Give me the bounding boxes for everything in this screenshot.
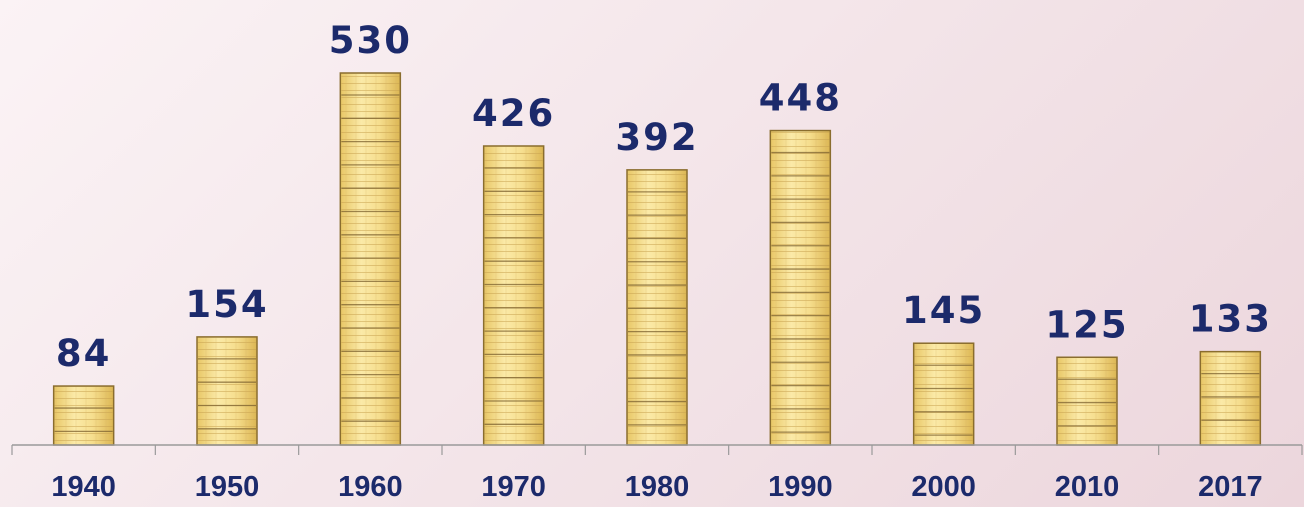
value-label-1990: 448 bbox=[759, 77, 842, 120]
x-tick-label-1990: 1990 bbox=[768, 471, 833, 503]
bar-1970 bbox=[482, 145, 545, 446]
bar-texture bbox=[914, 344, 973, 444]
bar-texture bbox=[628, 170, 686, 444]
value-label-1960: 530 bbox=[329, 19, 412, 62]
value-label-1950: 154 bbox=[185, 283, 268, 326]
value-label-1940: 84 bbox=[56, 332, 112, 375]
bar-texture bbox=[341, 74, 400, 444]
x-axis bbox=[11, 444, 1303, 455]
x-tick-label-1940: 1940 bbox=[51, 471, 116, 503]
x-tick-label-1970: 1970 bbox=[481, 471, 546, 503]
x-tick-label-2017: 2017 bbox=[1198, 471, 1263, 503]
x-tick-label-1950: 1950 bbox=[195, 471, 260, 503]
value-label-1980: 392 bbox=[615, 116, 698, 159]
value-label-2010: 125 bbox=[1045, 303, 1128, 346]
bar-texture bbox=[1201, 352, 1260, 444]
x-tick-label-1980: 1980 bbox=[625, 471, 690, 503]
bar-texture bbox=[1058, 358, 1116, 444]
x-tick-label-2000: 2000 bbox=[911, 471, 976, 503]
bar-2017 bbox=[1199, 350, 1262, 446]
bar-texture bbox=[54, 387, 113, 444]
value-labels: 84 154 530 426 392 448 145 125 133 bbox=[56, 19, 1272, 375]
value-label-2017: 133 bbox=[1189, 298, 1272, 341]
bar-texture bbox=[484, 146, 543, 445]
bar-1940 bbox=[52, 385, 115, 446]
bar-texture bbox=[198, 337, 256, 444]
bar-1960 bbox=[339, 72, 402, 446]
bar-2010 bbox=[1056, 356, 1118, 446]
bar-2000 bbox=[912, 342, 975, 446]
bar-1990 bbox=[769, 129, 832, 446]
value-label-2000: 145 bbox=[902, 289, 985, 332]
bars bbox=[52, 72, 1262, 446]
x-tick-labels: 1940 1950 1960 1970 1980 1990 2000 2010 2017 bbox=[51, 471, 1262, 503]
bar-texture bbox=[771, 131, 830, 444]
bar-1980 bbox=[626, 169, 688, 446]
value-label-1970: 426 bbox=[472, 92, 555, 135]
x-tick-label-2010: 2010 bbox=[1055, 471, 1120, 503]
bar-1950 bbox=[196, 336, 258, 446]
x-tick-label-1960: 1960 bbox=[338, 471, 403, 503]
